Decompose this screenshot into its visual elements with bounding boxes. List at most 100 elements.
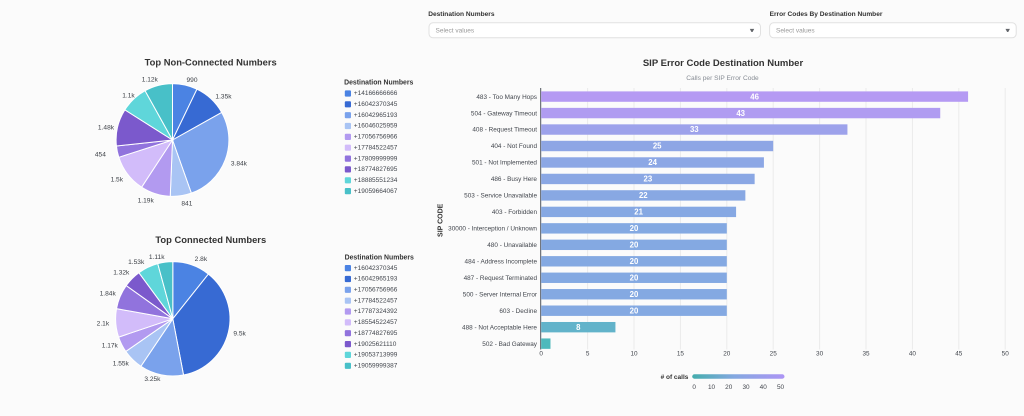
svg-text:10: 10 (708, 384, 716, 391)
svg-text:Error Codes By Destination Num: Error Codes By Destination Number (770, 11, 883, 18)
svg-text:404 - Not Found: 404 - Not Found (491, 143, 538, 150)
svg-text:20: 20 (630, 224, 639, 233)
svg-text:Top Non-Connected Numbers: Top Non-Connected Numbers (145, 57, 277, 68)
svg-text:0: 0 (539, 351, 543, 358)
svg-text:30000 - Interception / Unknown: 30000 - Interception / Unknown (448, 226, 537, 233)
svg-text:Destination Numbers: Destination Numbers (344, 79, 413, 86)
svg-text:Select values: Select values (436, 27, 475, 34)
svg-text:+14166666666: +14166666666 (354, 90, 398, 97)
svg-text:Destination Numbers: Destination Numbers (345, 255, 414, 262)
svg-text:Destination Numbers: Destination Numbers (428, 11, 495, 18)
svg-text:+18774827695: +18774827695 (354, 166, 398, 173)
svg-text:+18554522457: +18554522457 (354, 319, 398, 326)
svg-text:454: 454 (95, 151, 106, 158)
svg-text:990: 990 (186, 77, 197, 84)
svg-text:Top Connected Numbers: Top Connected Numbers (155, 234, 266, 245)
svg-text:504 - Gateway Timeout: 504 - Gateway Timeout (471, 110, 537, 117)
svg-text:50: 50 (1002, 351, 1010, 358)
svg-text:20: 20 (725, 384, 733, 391)
svg-text:22: 22 (639, 191, 648, 200)
svg-text:480 - Unavailable: 480 - Unavailable (487, 242, 537, 249)
svg-text:487 - Request Terminated: 487 - Request Terminated (464, 275, 538, 282)
svg-text:+18774827695: +18774827695 (354, 330, 398, 337)
svg-text:+17809999999: +17809999999 (354, 155, 398, 162)
svg-text:+16042965193: +16042965193 (354, 112, 398, 119)
svg-text:10: 10 (630, 351, 638, 358)
svg-text:503 - Service Unavailable: 503 - Service Unavailable (464, 193, 537, 200)
svg-text:20: 20 (723, 351, 731, 358)
svg-text:1.11k: 1.11k (149, 254, 165, 261)
svg-text:2.1k: 2.1k (97, 321, 110, 328)
svg-text:15: 15 (677, 351, 685, 358)
svg-text:1.12k: 1.12k (142, 77, 159, 84)
svg-text:20: 20 (630, 306, 639, 315)
svg-text:Select values: Select values (776, 27, 815, 34)
svg-text:3.84k: 3.84k (231, 160, 248, 167)
svg-text:50: 50 (777, 384, 785, 391)
svg-text:1.17k: 1.17k (102, 343, 119, 350)
svg-text:1.35k: 1.35k (215, 93, 232, 100)
svg-text:1.53k: 1.53k (128, 259, 145, 266)
svg-text:35: 35 (862, 351, 870, 358)
svg-text:1.5k: 1.5k (111, 177, 124, 184)
svg-text:488 - Not Acceptable Here: 488 - Not Acceptable Here (462, 324, 537, 331)
svg-text:502 - Bad Gateway: 502 - Bad Gateway (482, 341, 538, 348)
svg-text:9.5k: 9.5k (233, 331, 246, 338)
svg-text:33: 33 (690, 125, 699, 134)
svg-text:0: 0 (692, 384, 696, 391)
svg-text:40: 40 (760, 384, 768, 391)
svg-text:20: 20 (630, 273, 639, 282)
svg-text:486 - Busy Here: 486 - Busy Here (491, 176, 538, 183)
svg-text:603 - Decline: 603 - Decline (499, 308, 537, 315)
svg-text:+19059664067: +19059664067 (354, 188, 398, 195)
svg-text:3.25k: 3.25k (144, 376, 161, 383)
svg-text:8: 8 (576, 323, 581, 332)
svg-text:1.1k: 1.1k (122, 93, 135, 100)
svg-text:# of calls: # of calls (661, 374, 689, 381)
svg-text:+19025621110: +19025621110 (354, 341, 397, 348)
svg-text:+17056756966: +17056756966 (354, 134, 398, 141)
svg-text:SIP CODE: SIP CODE (437, 203, 444, 237)
svg-text:24: 24 (648, 158, 657, 167)
svg-text:1.48k: 1.48k (98, 125, 115, 132)
svg-text:841: 841 (181, 201, 192, 208)
svg-text:45: 45 (955, 351, 963, 358)
svg-text:23: 23 (644, 175, 653, 184)
svg-text:20: 20 (630, 290, 639, 299)
svg-text:+16042370345: +16042370345 (354, 265, 398, 272)
svg-text:20: 20 (630, 241, 639, 250)
svg-text:+17784522457: +17784522457 (354, 297, 398, 304)
svg-text:1.84k: 1.84k (100, 290, 117, 297)
svg-text:+16042965193: +16042965193 (354, 276, 398, 283)
svg-text:SIP Error Code Destination Num: SIP Error Code Destination Number (643, 58, 804, 69)
svg-text:30: 30 (742, 384, 750, 391)
svg-text:1.55k: 1.55k (113, 360, 130, 367)
svg-text:25: 25 (770, 351, 778, 358)
svg-text:+16042370345: +16042370345 (354, 101, 398, 108)
svg-text:20: 20 (630, 257, 639, 266)
svg-text:46: 46 (750, 92, 759, 101)
svg-text:501 - Not Implemented: 501 - Not Implemented (472, 160, 537, 167)
svg-text:+17784522457: +17784522457 (354, 144, 398, 151)
svg-text:+17056756966: +17056756966 (354, 287, 398, 294)
svg-text:43: 43 (736, 109, 745, 118)
svg-text:40: 40 (909, 351, 917, 358)
svg-text:Calls per SIP Error Code: Calls per SIP Error Code (686, 75, 759, 82)
svg-text:484 - Address Incomplete: 484 - Address Incomplete (465, 259, 538, 266)
svg-text:+19059999387: +19059999387 (354, 363, 398, 370)
svg-text:+19053713999: +19053713999 (354, 352, 398, 359)
svg-text:25: 25 (653, 142, 662, 151)
svg-text:+17787324392: +17787324392 (354, 308, 398, 315)
svg-text:1.19k: 1.19k (138, 198, 155, 205)
svg-text:403 - Forbidden: 403 - Forbidden (492, 209, 538, 216)
svg-text:+18885551234: +18885551234 (354, 177, 398, 184)
svg-text:1.32k: 1.32k (113, 270, 130, 277)
svg-text:408 - Request Timeout: 408 - Request Timeout (472, 127, 537, 134)
svg-text:30: 30 (816, 351, 824, 358)
svg-text:483 - Too Many Hops: 483 - Too Many Hops (476, 94, 537, 101)
svg-text:21: 21 (634, 208, 643, 217)
svg-text:5: 5 (586, 351, 590, 358)
svg-text:+16046025959: +16046025959 (354, 123, 398, 130)
svg-text:2.8k: 2.8k (195, 256, 208, 263)
svg-text:500 - Server Internal Error: 500 - Server Internal Error (463, 291, 538, 298)
